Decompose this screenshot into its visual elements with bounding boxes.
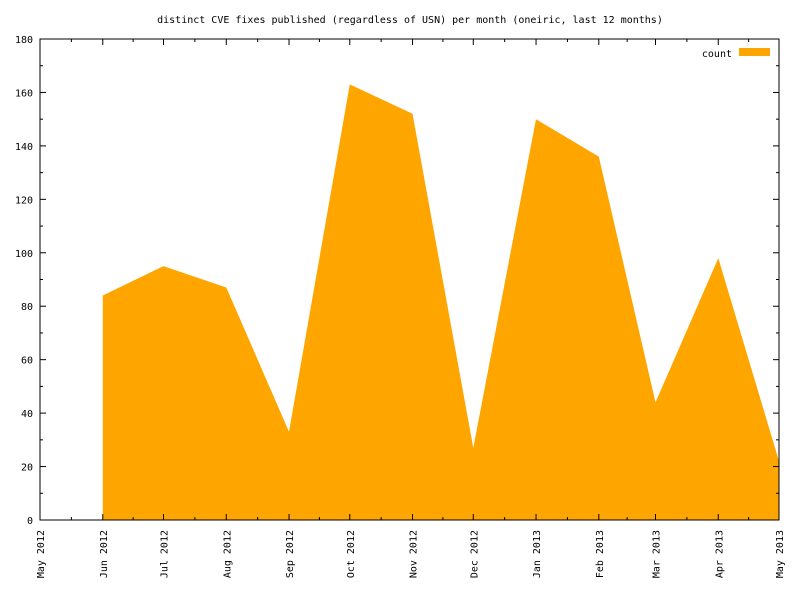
y-tick-label: 80 [21, 302, 33, 313]
y-tick-label: 120 [15, 195, 33, 206]
x-tick-label: Dec 2012 [469, 530, 480, 578]
y-tick-label: 0 [27, 516, 33, 527]
x-tick-label: Aug 2012 [222, 530, 233, 578]
x-tick-label: Apr 2013 [714, 530, 725, 578]
x-tick-label: Jan 2013 [532, 530, 543, 578]
y-tick-label: 180 [15, 35, 33, 46]
y-tick-label: 140 [15, 142, 33, 153]
y-tick-label: 60 [21, 356, 33, 367]
chart-title: distinct CVE fixes published (regardless… [157, 15, 663, 26]
x-tick-label: Nov 2012 [409, 530, 420, 578]
y-tick-label: 100 [15, 249, 33, 260]
area-layer [102, 84, 780, 521]
x-tick-label: Feb 2013 [595, 530, 606, 578]
y-tick-label: 20 [21, 463, 33, 474]
legend-label: count [702, 49, 732, 60]
legend: count [702, 48, 770, 60]
x-tick-label: Sep 2012 [285, 530, 296, 578]
x-tick-label: Mar 2013 [651, 530, 662, 578]
x-tick-label: Oct 2012 [346, 530, 357, 578]
x-tick-label: May 2012 [36, 530, 47, 578]
area-series-0 [102, 84, 780, 521]
x-tick-label: Jul 2012 [160, 530, 171, 578]
y-tick-label: 160 [15, 88, 33, 99]
x-axis: May 2012 Jun 2012 Jul 2012 Aug 2012 Sep 2012… [36, 39, 786, 578]
y-axis: 0 20 40 60 80 100 120 140 160 180 [15, 35, 779, 527]
y-tick-label: 40 [21, 409, 33, 420]
x-tick-label: Jun 2012 [99, 530, 110, 578]
legend-swatch [739, 48, 770, 56]
x-tick-label: May 2013 [775, 530, 786, 578]
